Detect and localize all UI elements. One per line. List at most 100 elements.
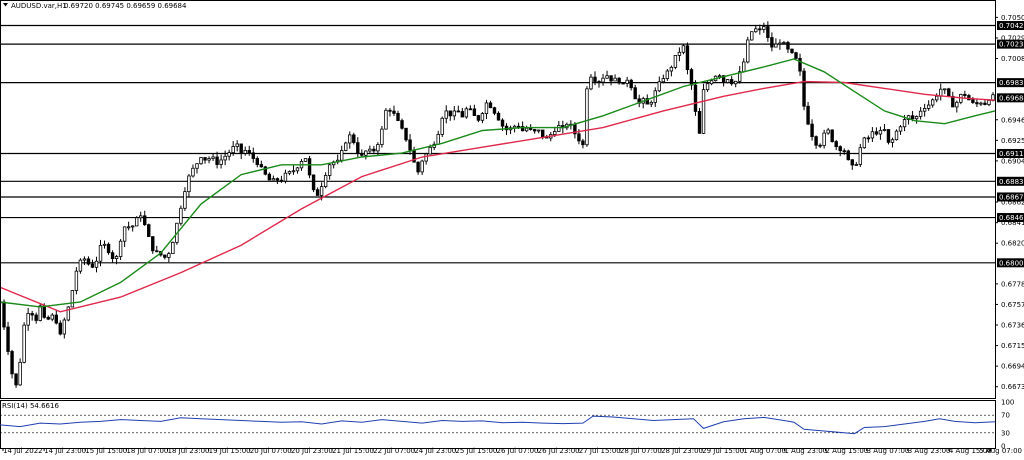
- candle-body-65: [259, 164, 264, 168]
- candle-body-203: [814, 136, 818, 146]
- price-box-6: 0.68462: [997, 213, 1024, 223]
- candle-body-93: [372, 148, 376, 152]
- candle-body-150: [601, 77, 605, 83]
- candle-body-60: [239, 143, 243, 154]
- candle-body-243: [975, 102, 979, 105]
- candle-body-51: [203, 157, 207, 161]
- x-tick-label-24: 5 Aug 07:00: [979, 447, 1022, 455]
- ma-slow-line: [0, 80, 996, 313]
- candle-body-25: [98, 244, 103, 262]
- candle-body-28: [110, 252, 115, 259]
- candle-body-145: [581, 140, 585, 146]
- candle-body-175: [701, 89, 706, 134]
- price-box-bg-3: [997, 148, 1024, 158]
- candle-body-153: [613, 77, 617, 82]
- candle-body-9: [34, 314, 38, 321]
- x-tick-label-4: 18 Jul 23:00: [168, 447, 210, 455]
- candle-body-31: [122, 226, 127, 242]
- candle-body-7: [26, 313, 30, 326]
- candle-body-245: [983, 102, 987, 105]
- candle-body-188: [754, 28, 758, 33]
- candle-body-10: [38, 305, 42, 321]
- candle-body-30: [118, 240, 123, 257]
- candle-body-199: [798, 58, 802, 72]
- candle-body-180: [721, 75, 726, 83]
- candle-body-102: [408, 139, 412, 151]
- candle-body-189: [758, 28, 762, 31]
- candle-body-130: [520, 126, 525, 132]
- candle-body-76: [303, 158, 308, 162]
- candle-body-182: [729, 79, 734, 85]
- candle-body-236: [947, 88, 951, 97]
- candle-body-216: [866, 137, 871, 140]
- candle-body-46: [183, 191, 187, 209]
- candle-body-113: [452, 110, 456, 117]
- candle-body-164: [657, 81, 662, 92]
- candle-body-11: [42, 305, 46, 318]
- candle-body-213: [854, 164, 859, 166]
- candle-body-207: [830, 129, 834, 142]
- x-tick-label-16: 28 Jul 23:00: [661, 447, 703, 455]
- candle-body-237: [951, 96, 955, 108]
- candle-body-59: [235, 143, 239, 147]
- price-box-label-1: 0.70232: [999, 41, 1024, 49]
- candle-body-38: [151, 236, 155, 252]
- candle-body-86: [344, 142, 348, 151]
- price-box-2: 0.69839: [997, 78, 1024, 88]
- price-box-bg-1: [997, 39, 1024, 49]
- candle-body-151: [605, 75, 609, 79]
- candle-body-134: [537, 129, 541, 132]
- candle-body-124: [496, 112, 501, 121]
- candle-body-238: [955, 101, 959, 108]
- candle-body-118: [472, 108, 477, 116]
- collapse-icon[interactable]: [3, 3, 8, 7]
- price-box-bg-2: [997, 78, 1024, 88]
- candle-body-230: [922, 108, 927, 112]
- price-box-label-0: 0.70422: [999, 22, 1024, 30]
- candle-body-48: [191, 167, 195, 177]
- x-tick-label-11: 25 Jul 15:00: [455, 447, 497, 455]
- candle-body-47: [187, 175, 191, 193]
- candle-body-34: [134, 217, 139, 227]
- rsi-tick-label-1: 70: [1001, 412, 1010, 420]
- candle-body-195: [782, 42, 786, 44]
- y-tick-label-1: 0.70295: [1001, 34, 1024, 42]
- candle-body-99: [396, 112, 400, 121]
- candle-body-225: [902, 119, 907, 128]
- candle-body-129: [516, 125, 521, 128]
- candle-body-71: [283, 172, 288, 182]
- x-tick-label-23: 4 Aug 15:00: [949, 447, 992, 455]
- candle-body-174: [697, 111, 702, 134]
- candle-body-58: [231, 146, 235, 153]
- candle-body-169: [677, 51, 682, 56]
- candle-body-17: [66, 306, 71, 321]
- candle-body-122: [488, 102, 493, 109]
- candle-body-106: [424, 153, 428, 162]
- candle-body-1: [2, 301, 6, 328]
- candle-body-179: [717, 75, 722, 78]
- candle-body-110: [440, 117, 444, 135]
- price-box-4: 0.68832: [997, 176, 1024, 186]
- candle-body-123: [492, 107, 497, 114]
- candle-body-235: [943, 88, 947, 91]
- price-box-0: 0.70422: [997, 21, 1024, 31]
- candle-body-37: [147, 224, 151, 237]
- candle-body-147: [589, 76, 593, 90]
- y-tick-label-12: 0.67155: [1001, 342, 1024, 350]
- candle-body-223: [894, 130, 899, 141]
- candle-body-54: [215, 156, 219, 165]
- y-tick-label-14: 0.66735: [1001, 383, 1024, 391]
- candle-body-183: [733, 80, 738, 85]
- candle-body-49: [195, 163, 199, 169]
- candle-body-204: [818, 144, 822, 147]
- x-tick-label-7: 20 Jul 23:00: [291, 447, 333, 455]
- candle-body-16: [62, 319, 67, 335]
- price-pane-frame: [0, 0, 996, 399]
- y-tick-label-0: 0.70505: [1001, 14, 1024, 22]
- candle-body-211: [846, 150, 850, 161]
